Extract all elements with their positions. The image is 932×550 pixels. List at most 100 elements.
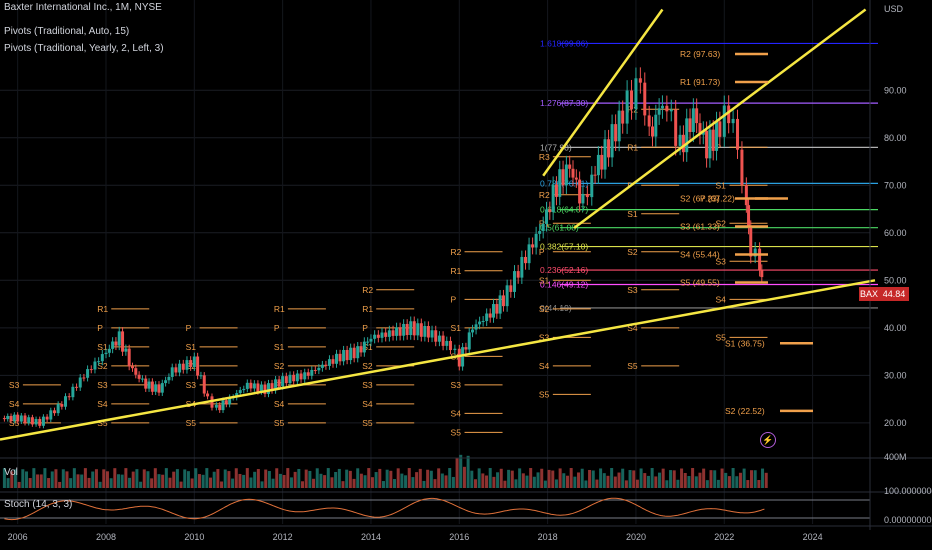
candle-body [749, 227, 753, 257]
volume-pane [2, 454, 768, 488]
candle-body [130, 366, 134, 369]
volume-tick-label: 400M [884, 452, 907, 462]
candle-body [492, 304, 496, 318]
volume-bar [669, 470, 673, 488]
volume-bar [455, 458, 459, 488]
candle-body [107, 348, 111, 353]
candle-body [299, 373, 303, 380]
volume-bar [238, 473, 242, 488]
volume-bar [264, 469, 268, 488]
candle-body [137, 374, 141, 379]
legend-pivots-auto[interactable]: Pivots (Traditional, Auto, 15) [4, 26, 130, 37]
volume-bar [175, 469, 179, 488]
candle-body [228, 397, 232, 405]
yearly-pivot-label: S2 (67.23) [680, 193, 720, 203]
candle-body [324, 364, 328, 366]
candle-body [170, 367, 174, 377]
candle-body [256, 383, 260, 392]
volume-bar [683, 472, 687, 488]
volume-bar [345, 469, 349, 488]
lightning-icon[interactable]: ⚡ [760, 432, 776, 448]
candle-body [270, 383, 274, 391]
pivot-tag: R2 [362, 285, 373, 295]
volume-bar [352, 478, 356, 488]
volume-bar [488, 468, 492, 488]
volume-bar [117, 474, 121, 488]
candle-body [89, 369, 93, 371]
candle-body [760, 270, 764, 278]
candle-body [603, 139, 607, 170]
legend-title[interactable]: Baxter International Inc., 1M, NYSE [4, 2, 162, 13]
volume-bar [440, 473, 444, 488]
volume-bar [87, 477, 91, 488]
volume-bar [69, 478, 73, 488]
volume-bar [72, 468, 76, 488]
candle-body [38, 418, 42, 426]
yearly-pivot-label: S5 (49.55) [680, 277, 720, 287]
candle-body [485, 313, 489, 322]
candle-body [621, 110, 625, 124]
volume-bar [635, 479, 639, 488]
legend-volume[interactable]: Vol [4, 467, 18, 478]
pivot-tag: S3 [539, 332, 550, 342]
candle-body [520, 256, 524, 278]
volume-bar [742, 468, 746, 488]
candle-body [160, 383, 164, 393]
legend-pivots-yearly[interactable]: Pivots (Traditional, Yearly, 2, Left, 3) [4, 43, 164, 54]
trendlines [0, 8, 876, 441]
pivot-tag: S2 [627, 247, 638, 257]
candle-body [426, 325, 430, 338]
legend-stochastic[interactable]: Stoch (14, 3, 3) [4, 499, 73, 510]
fib-level-label: 1.276(87.30) [540, 98, 588, 108]
candle-body [457, 348, 461, 367]
volume-bar [731, 468, 735, 488]
volume-bar [337, 468, 341, 488]
fib-level-label: 0.236(52.16) [540, 265, 588, 275]
volume-bar [271, 478, 275, 488]
candle-body [60, 404, 64, 407]
candle-body [9, 415, 13, 422]
volume-bar [485, 475, 489, 488]
volume-bar [124, 468, 128, 488]
candle-body [362, 341, 366, 353]
candle-body [356, 346, 360, 359]
volume-bar [720, 468, 724, 488]
candle-body [147, 381, 151, 389]
candle-body [578, 179, 582, 204]
candle-body [548, 209, 552, 213]
candle-body [551, 184, 555, 213]
candle-body [140, 378, 144, 380]
pivot-tag: S4 [362, 399, 373, 409]
candle-body [474, 324, 478, 330]
volume-bar [746, 480, 750, 488]
volume-bar [94, 469, 98, 488]
candle-body [64, 396, 68, 407]
volume-bar [223, 469, 227, 488]
candle-body [313, 369, 317, 371]
volume-bar [672, 470, 676, 488]
volume-bar [6, 478, 10, 488]
pivot-tag: P [97, 323, 103, 333]
candle-body [114, 341, 118, 346]
candle-body [643, 82, 647, 116]
volume-bar [245, 468, 249, 488]
volume-bar [632, 470, 636, 488]
volume-bar [2, 468, 6, 488]
candle-body [630, 90, 634, 110]
last-price-tag: 44.84 [879, 287, 909, 301]
volume-bar [551, 470, 555, 488]
pivot-tag: S5 [627, 361, 638, 371]
volume-bar [323, 475, 327, 488]
volume-bar [757, 480, 761, 488]
volume-bar [565, 475, 569, 488]
pivot-tag: S1 [716, 180, 727, 190]
volume-bar [709, 470, 713, 488]
candle-body [306, 372, 310, 376]
candle-body [82, 377, 86, 379]
volume-bar [676, 479, 680, 488]
candle-body [416, 323, 420, 336]
candle-body [387, 330, 391, 337]
volume-bar [764, 472, 768, 488]
